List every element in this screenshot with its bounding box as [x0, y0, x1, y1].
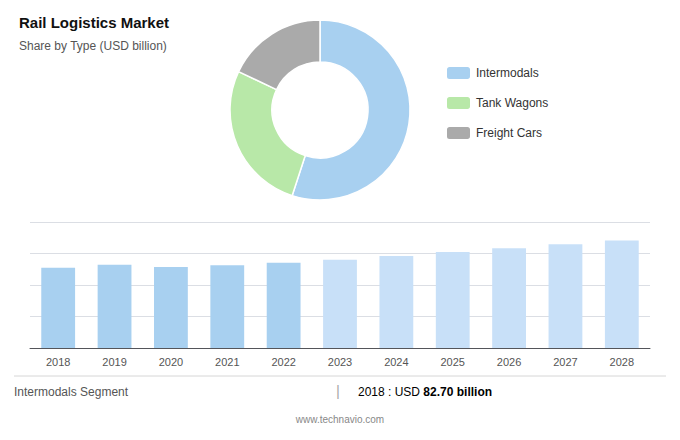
svg-text:www.technavio.com: www.technavio.com [295, 414, 384, 425]
svg-text:2027: 2027 [553, 356, 577, 368]
svg-text:2024: 2024 [384, 356, 408, 368]
svg-text:2028: 2028 [610, 356, 634, 368]
svg-text:|: | [336, 382, 340, 399]
svg-text:Tank Wagons: Tank Wagons [476, 96, 548, 110]
svg-text:2018: 2018 [46, 356, 70, 368]
svg-text:82.70 billion: 82.70 billion [423, 385, 492, 399]
svg-text:Rail Logistics Market: Rail Logistics Market [19, 14, 169, 31]
svg-text:2023: 2023 [328, 356, 352, 368]
svg-text:Intermodals Segment: Intermodals Segment [14, 385, 129, 399]
svg-text:2025: 2025 [440, 356, 464, 368]
svg-text:2026: 2026 [497, 356, 521, 368]
svg-text:2021: 2021 [215, 356, 239, 368]
svg-text:Intermodals: Intermodals [476, 66, 539, 80]
svg-text:2019: 2019 [102, 356, 126, 368]
svg-text:2020: 2020 [159, 356, 183, 368]
svg-text:2018 : USD: 2018 : USD [358, 385, 423, 399]
svg-text:Freight Cars: Freight Cars [476, 126, 542, 140]
svg-text:Share by Type (USD billion): Share by Type (USD billion) [19, 39, 167, 53]
svg-text:2022: 2022 [271, 356, 295, 368]
